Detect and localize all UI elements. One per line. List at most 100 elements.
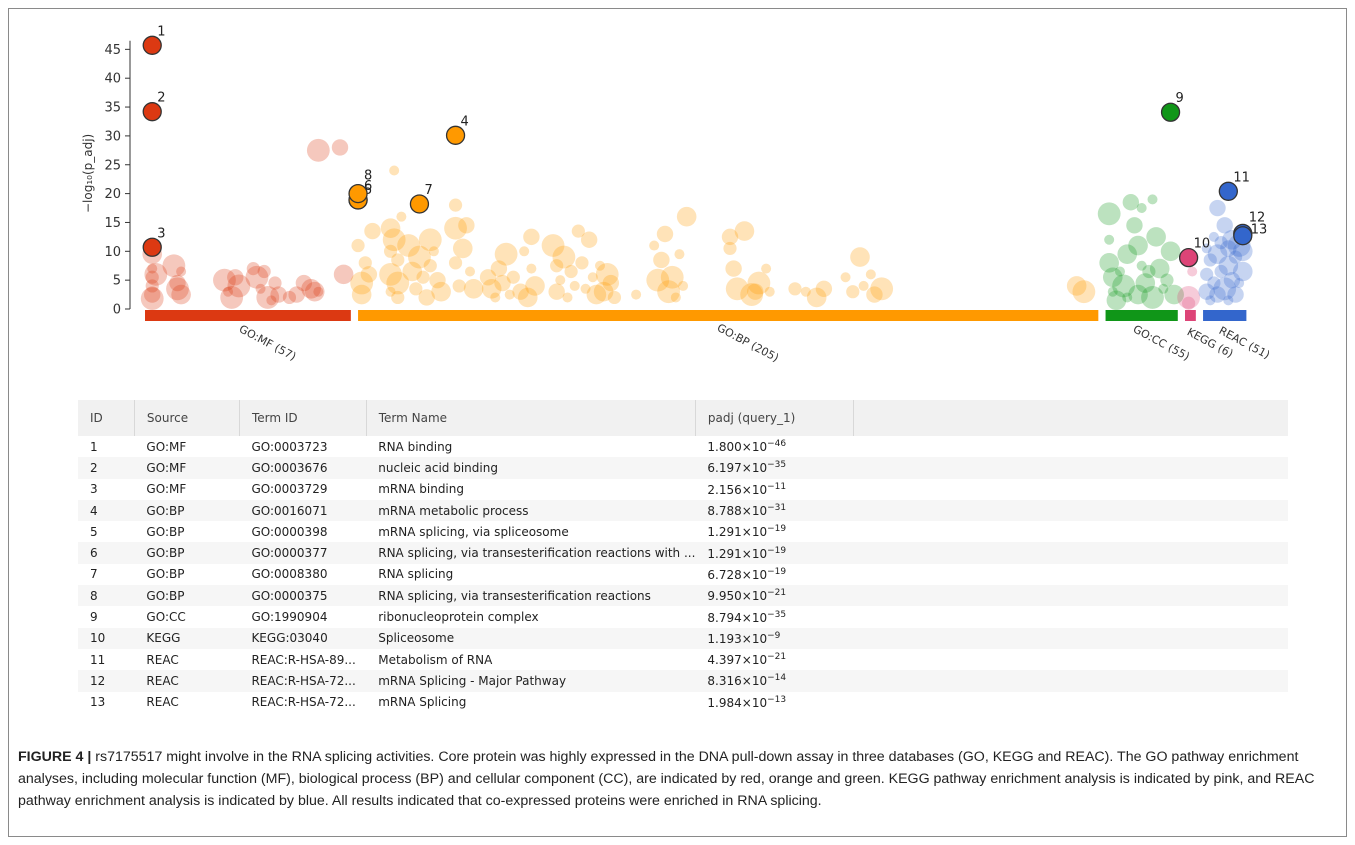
highlighted-point[interactable] [142,237,162,257]
source-bar[interactable] [1105,310,1178,321]
background-point[interactable] [358,256,372,270]
background-point[interactable] [580,283,591,294]
table-row[interactable]: 6 GO:BP GO:0000377 RNA splicing, via transe… [78,542,1288,564]
background-point[interactable] [519,246,530,257]
background-point[interactable] [494,242,518,266]
highlighted-point[interactable] [409,194,430,214]
background-point[interactable] [490,260,508,277]
background-point[interactable] [1146,227,1166,247]
background-point[interactable] [379,262,402,286]
background-point[interactable] [1160,241,1181,262]
background-point[interactable] [866,286,883,303]
background-point[interactable] [255,283,266,294]
background-point[interactable] [1072,280,1096,304]
background-point[interactable] [429,271,446,289]
background-point[interactable] [1207,276,1221,290]
background-point[interactable] [660,265,684,289]
background-point[interactable] [176,266,187,277]
background-point[interactable] [391,290,405,305]
background-point[interactable] [1232,261,1253,282]
source-bar[interactable] [145,310,351,321]
background-point[interactable] [256,286,280,309]
background-point[interactable] [301,279,321,299]
background-point[interactable] [580,231,598,248]
highlighted-point[interactable] [348,183,368,204]
background-point[interactable] [575,256,589,270]
background-point[interactable] [304,281,325,302]
background-point[interactable] [162,254,186,278]
background-point[interactable] [806,287,827,308]
background-point[interactable] [1097,202,1121,226]
background-point[interactable] [171,284,191,305]
background-point[interactable] [788,282,802,296]
background-point[interactable] [562,292,573,303]
background-point[interactable] [408,245,431,269]
background-point[interactable] [145,270,159,284]
background-point[interactable] [452,279,466,293]
background-point[interactable] [1207,244,1228,264]
background-point[interactable] [587,272,598,283]
background-point[interactable] [764,286,775,297]
background-point[interactable] [1158,283,1169,294]
background-point[interactable] [1200,267,1214,281]
background-point[interactable] [380,218,401,239]
background-point[interactable] [465,266,475,277]
background-point[interactable] [333,264,354,285]
background-point[interactable] [670,292,681,303]
background-point[interactable] [246,262,260,276]
background-point[interactable] [227,274,251,298]
background-point[interactable] [1223,295,1234,306]
background-point[interactable] [602,274,620,292]
background-point[interactable] [431,281,451,302]
background-point[interactable] [418,289,435,306]
highlighted-point[interactable] [1218,181,1238,201]
background-point[interactable] [555,275,566,286]
background-point[interactable] [846,285,860,299]
background-point[interactable] [1102,267,1123,288]
table-row[interactable]: 7 GO:BP GO:0008380 RNA splicing 6.728×10−19 [78,564,1288,585]
background-point[interactable] [721,228,739,246]
table-row[interactable]: 13 REAC REAC:R-HSA-72... mRNA Splicing 1.984… [78,692,1288,713]
background-point[interactable] [479,269,497,286]
background-point[interactable] [571,224,585,238]
background-point[interactable] [1112,274,1136,298]
background-point[interactable] [351,284,372,305]
background-point[interactable] [593,281,614,302]
background-point[interactable] [481,279,502,299]
table-row[interactable]: 12 REAC REAC:R-HSA-72... mRNA Splicing - Ma… [78,670,1288,692]
background-point[interactable] [1203,253,1217,267]
background-point[interactable] [383,244,398,258]
background-point[interactable] [586,284,607,305]
background-point[interactable] [257,264,271,279]
background-point[interactable] [1209,199,1226,217]
background-point[interactable] [220,286,244,309]
background-point[interactable] [416,270,430,284]
background-point[interactable] [548,283,565,300]
background-point[interactable] [391,253,405,267]
background-point[interactable] [734,221,755,241]
background-point[interactable] [1126,217,1143,234]
background-point[interactable] [607,290,622,305]
background-point[interactable] [423,259,437,273]
background-point[interactable] [525,276,545,296]
background-point[interactable] [1136,260,1147,271]
highlighted-point[interactable] [142,102,162,122]
background-point[interactable] [444,216,467,240]
background-point[interactable] [1209,286,1226,303]
header-padj[interactable]: padj (query_1) [695,400,854,436]
background-point[interactable] [295,274,313,292]
background-point[interactable] [213,268,236,292]
background-point[interactable] [389,165,400,176]
table-row[interactable]: 1 GO:MF GO:0003723 RNA binding 1.800×10−46 [78,436,1288,457]
background-point[interactable] [402,261,423,282]
background-point[interactable] [865,269,876,280]
table-row[interactable]: 2 GO:MF GO:0003676 nucleic acid binding 6.19… [78,457,1288,479]
background-point[interactable] [223,286,234,297]
background-point[interactable] [657,280,681,304]
background-point[interactable] [1115,266,1125,277]
background-point[interactable] [740,283,764,306]
background-point[interactable] [448,198,463,212]
background-point[interactable] [541,234,565,257]
background-point[interactable] [1208,231,1219,242]
background-point[interactable] [1160,273,1174,287]
